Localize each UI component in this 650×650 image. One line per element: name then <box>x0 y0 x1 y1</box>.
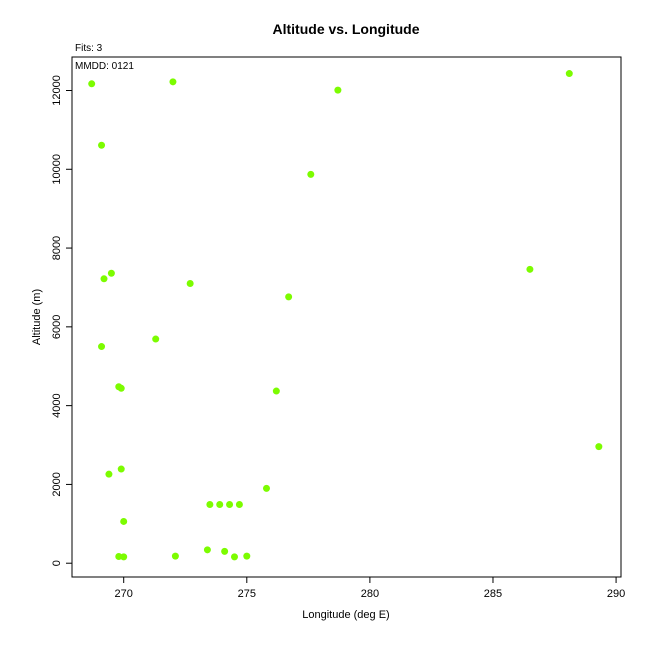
data-point <box>171 552 179 560</box>
data-point <box>235 501 243 509</box>
data-point <box>307 170 315 178</box>
y-tick-label: 8000 <box>51 236 63 260</box>
data-point <box>169 78 177 86</box>
y-tick-label: 4000 <box>51 393 63 417</box>
data-point <box>221 547 229 555</box>
data-point <box>230 553 238 561</box>
x-axis-label: Longitude (deg E) <box>302 609 389 621</box>
data-point <box>526 265 534 273</box>
x-tick-label: 290 <box>607 588 625 600</box>
data-point <box>285 293 293 301</box>
data-point <box>107 269 115 277</box>
data-point <box>120 517 128 525</box>
x-tick-label: 275 <box>238 588 256 600</box>
data-point <box>117 384 125 392</box>
y-tick-label: 6000 <box>51 315 63 339</box>
data-point <box>272 387 280 395</box>
data-point <box>98 343 106 351</box>
data-point <box>203 546 211 554</box>
data-point <box>226 501 234 509</box>
data-point <box>98 141 106 149</box>
data-point <box>105 470 113 478</box>
y-axis-label: Altitude (m) <box>31 289 43 345</box>
mmdd-annotation: MMDD: 0121 <box>75 61 134 72</box>
y-tick-label: 2000 <box>51 472 63 496</box>
fits-annotation: Fits: 3 <box>75 43 103 54</box>
data-point <box>120 553 128 561</box>
data-point <box>88 80 96 88</box>
data-point <box>117 465 125 473</box>
y-tick-label: 12000 <box>51 75 63 106</box>
data-point <box>216 501 224 509</box>
x-tick-label: 280 <box>361 588 379 600</box>
y-tick-label: 10000 <box>51 154 63 185</box>
data-point <box>186 280 194 288</box>
data-point <box>595 443 603 451</box>
data-points <box>88 70 603 561</box>
plot-frame <box>71 56 622 578</box>
data-point <box>152 335 160 343</box>
data-point <box>334 86 342 94</box>
x-tick-label: 285 <box>484 588 502 600</box>
data-point <box>206 501 214 509</box>
y-tick-label: 0 <box>51 560 63 566</box>
data-point <box>565 70 573 78</box>
data-point <box>100 275 108 283</box>
x-axis: 270 275 280 285 290 <box>115 577 625 600</box>
data-point <box>243 552 251 560</box>
x-tick-label: 270 <box>115 588 133 600</box>
y-axis: 0 2000 4000 6000 8000 10000 12000 <box>51 75 72 566</box>
chart-title: Altitude vs. Longitude <box>273 21 420 37</box>
data-point <box>262 484 270 492</box>
